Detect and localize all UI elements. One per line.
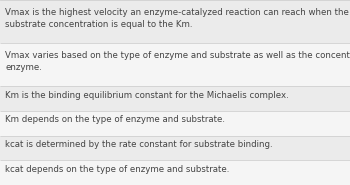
Bar [0, 111, 350, 136]
Bar [0, 43, 350, 86]
Bar [0, 0, 350, 43]
Text: Km depends on the type of enzyme and substrate.: Km depends on the type of enzyme and sub… [5, 115, 225, 124]
Text: kcat depends on the type of enzyme and substrate.: kcat depends on the type of enzyme and s… [5, 165, 229, 174]
Text: Vmax varies based on the type of enzyme and substrate as well as the concentrati: Vmax varies based on the type of enzyme … [5, 51, 350, 72]
Text: Vmax is the highest velocity an enzyme-catalyzed reaction can reach when the
sub: Vmax is the highest velocity an enzyme-c… [5, 8, 349, 29]
Bar [0, 160, 350, 185]
Text: Km is the binding equilibrium constant for the Michaelis complex.: Km is the binding equilibrium constant f… [5, 90, 289, 100]
Text: kcat is determined by the rate constant for substrate binding.: kcat is determined by the rate constant … [5, 140, 273, 149]
Bar [0, 86, 350, 111]
Bar [0, 136, 350, 160]
